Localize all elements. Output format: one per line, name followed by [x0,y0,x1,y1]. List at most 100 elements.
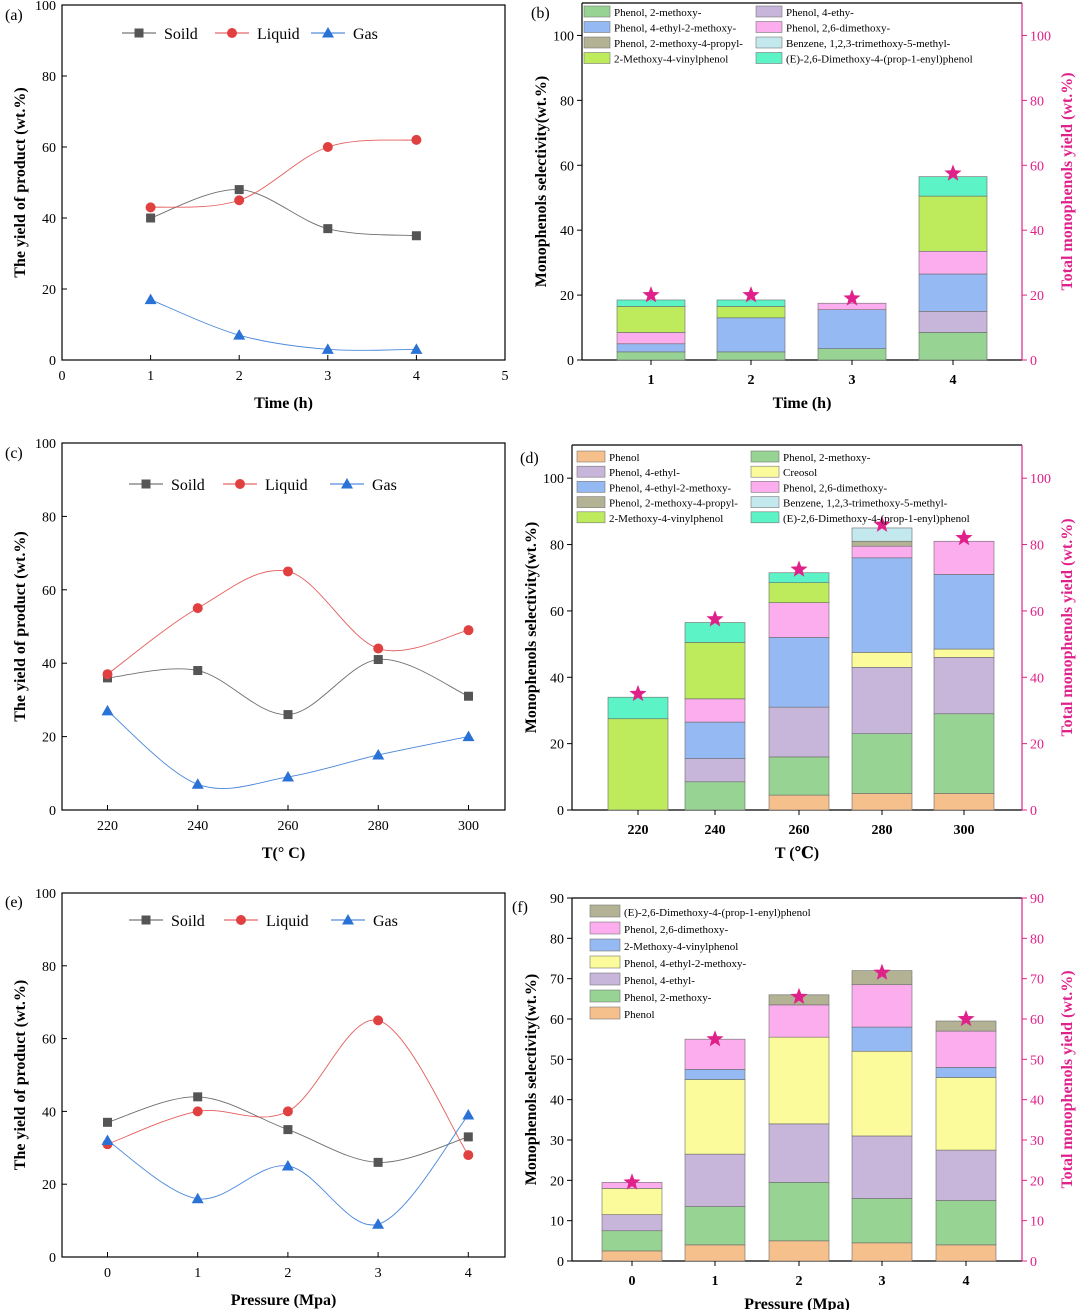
legend-label: Phenol, 4-ethyl- [624,975,695,987]
series-line-gas [150,299,417,351]
data-point-gas [321,343,334,354]
data-point-gas [191,778,204,789]
data-point-liquid [373,1015,384,1026]
y2-tick-label: 0 [1030,804,1037,819]
x-tick-label: 1 [712,1274,719,1289]
y2-tick-label: 60 [1030,159,1044,174]
y2-tick-label: 100 [1030,472,1051,487]
y-tick-label: 0 [557,804,564,819]
legend-label: Gas [373,913,398,930]
x-tick-label: 300 [954,823,975,838]
y-tick-label: 20 [42,1178,56,1193]
x-tick-label: 240 [187,819,208,834]
y-tick-label: 10 [550,1215,564,1230]
bar-segment [933,648,995,658]
bar-segment [933,574,995,650]
legend-swatch [576,511,606,524]
legend-marker [134,28,144,38]
x-tick-label: 260 [789,823,810,838]
bar-segment [616,343,686,353]
y2-tick-label: 50 [1030,1053,1044,1068]
y-tick-label: 70 [550,973,564,988]
y2-tick-label: 80 [1030,539,1044,554]
y2-tick-label: 10 [1030,1215,1044,1230]
data-point-soild [373,655,383,665]
bar-segment [933,713,995,794]
legend-label: Phenol, 2-methoxy-4-propyl- [614,38,743,50]
y-tick-label: 50 [550,1053,564,1068]
total-yield-marker [706,1030,724,1047]
y-tick-label: 60 [42,1033,56,1048]
bar-segment [601,1214,663,1232]
x-tick-label: 280 [872,823,893,838]
y-tick-label: 20 [42,283,56,298]
x-axis-label: T (℃) [775,845,819,862]
legend-label: Gas [353,26,378,43]
data-point-gas [462,1109,475,1120]
legend-label: 2-Methoxy-4-vinylphenol [624,941,738,953]
data-point-soild [283,1125,293,1135]
y-tick-label: 60 [42,584,56,599]
y2-tick-label: 100 [1030,29,1051,44]
bar-segment [601,1188,663,1215]
bar-segment [768,794,830,811]
bar-segment [918,176,988,197]
legend-label: Phenol, 4-ethy- [786,7,854,19]
x-axis-label: T(° C) [262,845,305,862]
bar-segment [851,652,913,668]
bar-segment [817,302,887,310]
data-point-gas [101,1134,114,1146]
data-point-soild [283,710,293,720]
legend-marker [341,478,353,489]
y-tick-label: 100 [543,472,564,487]
x-tick-label: 4 [465,1266,472,1281]
legend-label: Phenol, 2-methoxy- [614,7,702,19]
x-tick-label: 1 [147,369,154,384]
y-tick-label: 80 [550,539,564,554]
x-tick-label: 4 [950,373,957,388]
bar-segment [851,527,913,542]
x-tick-label: 260 [278,819,299,834]
bar-segment [768,1240,830,1262]
bar-segment [684,1038,746,1070]
total-yield-marker [742,286,760,303]
bar-segment [601,1230,663,1252]
total-yield-marker [873,515,891,532]
legend-label: Phenol, 2,6-dimethoxy- [783,482,888,494]
bar-segment [616,332,686,345]
bar-segment [935,1149,997,1201]
y-tick-label: 30 [550,1134,564,1149]
x-tick-label: 3 [375,1266,382,1281]
legend-label: Benzene, 1,2,3-trimethoxy-5-methyl- [786,38,951,50]
legend-label: Creosol [783,467,817,479]
plot-frame [61,442,506,811]
bar-segment [684,1153,746,1207]
y-tick-label: 0 [557,1255,564,1270]
bar-segment [768,756,830,796]
legend-swatch [589,904,621,918]
total-yield-marker [955,528,973,546]
data-point-liquid [463,625,474,636]
legend-swatch [750,450,780,463]
bar-segment [616,306,686,333]
data-point-gas [410,343,423,354]
chart-f: 0 1 2 3 401020304050607080900102030405060708… [512,892,1076,1310]
legend-label: Phenol, 4-ethyl-2-methoxy- [614,23,737,35]
legend-swatch [576,465,606,478]
legend-label: (E)-2,6-Dimethoxy-4-(prop-1-enyl)phenol [786,54,973,66]
y2-axis-label: Total monophenols yield (wt.%) [1059,72,1076,290]
legend-label: Liquid [257,26,300,43]
series-line-liquid [107,569,469,675]
y-tick-label: 100 [35,437,56,452]
total-yield-marker [843,289,861,306]
y-tick-label: 40 [550,1094,564,1109]
data-point-gas [372,748,385,760]
series-line-liquid [150,139,417,208]
bar-segment [768,1004,830,1038]
x-tick-label: 2 [748,373,755,388]
legend-label: (E)-2,6-Dimethoxy-4-(prop-1-enyl)phenol [624,907,811,919]
y-tick-label: 100 [35,0,56,14]
y-tick-label: 0 [49,804,56,819]
y-tick-label: 20 [550,1174,564,1189]
bar-segment [716,317,786,353]
